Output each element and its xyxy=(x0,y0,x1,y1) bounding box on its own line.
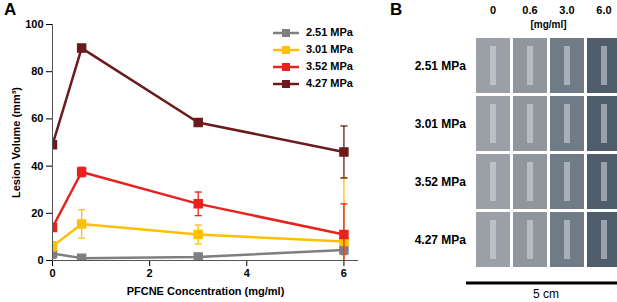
svg-text:20: 20 xyxy=(31,207,43,219)
svg-text:60: 60 xyxy=(31,112,43,124)
svg-text:0.6: 0.6 xyxy=(522,4,537,16)
svg-text:PFCNE Concentration (mg/ml): PFCNE Concentration (mg/ml) xyxy=(127,285,285,297)
html-text:3.52 MPa: 3.52 MPa xyxy=(305,60,353,72)
svg-text:3.0: 3.0 xyxy=(559,4,574,16)
html-text:3.01 MPa: 3.01 MPa xyxy=(305,43,353,55)
svg-text:3.52 MPa: 3.52 MPa xyxy=(415,175,467,189)
html-text:4.27 MPa: 4.27 MPa xyxy=(305,77,353,89)
svg-text:6: 6 xyxy=(341,267,347,279)
svg-text:4.27 MPa: 4.27 MPa xyxy=(415,233,467,247)
html-text:2.51 MPa: 2.51 MPa xyxy=(305,26,353,38)
svg-text:0: 0 xyxy=(490,4,496,16)
svg-text:B: B xyxy=(390,0,402,19)
svg-text:2.51 MPa: 2.51 MPa xyxy=(415,59,467,73)
svg-text:6.0: 6.0 xyxy=(596,4,611,16)
svg-text:Lesion Volume (mm³): Lesion Volume (mm³) xyxy=(10,87,22,198)
svg-text:2: 2 xyxy=(147,267,153,279)
svg-text:100: 100 xyxy=(25,18,43,30)
svg-text:5 cm: 5 cm xyxy=(533,287,559,301)
svg-text:40: 40 xyxy=(31,160,43,172)
svg-text:4: 4 xyxy=(244,267,251,279)
html-text:A: A xyxy=(4,0,17,19)
svg-text:80: 80 xyxy=(31,65,43,77)
svg-text:0: 0 xyxy=(37,254,43,266)
svg-text:3.01 MPa: 3.01 MPa xyxy=(415,117,467,131)
svg-text:[mg/ml]: [mg/ml] xyxy=(530,19,566,30)
svg-text:0: 0 xyxy=(49,267,55,279)
